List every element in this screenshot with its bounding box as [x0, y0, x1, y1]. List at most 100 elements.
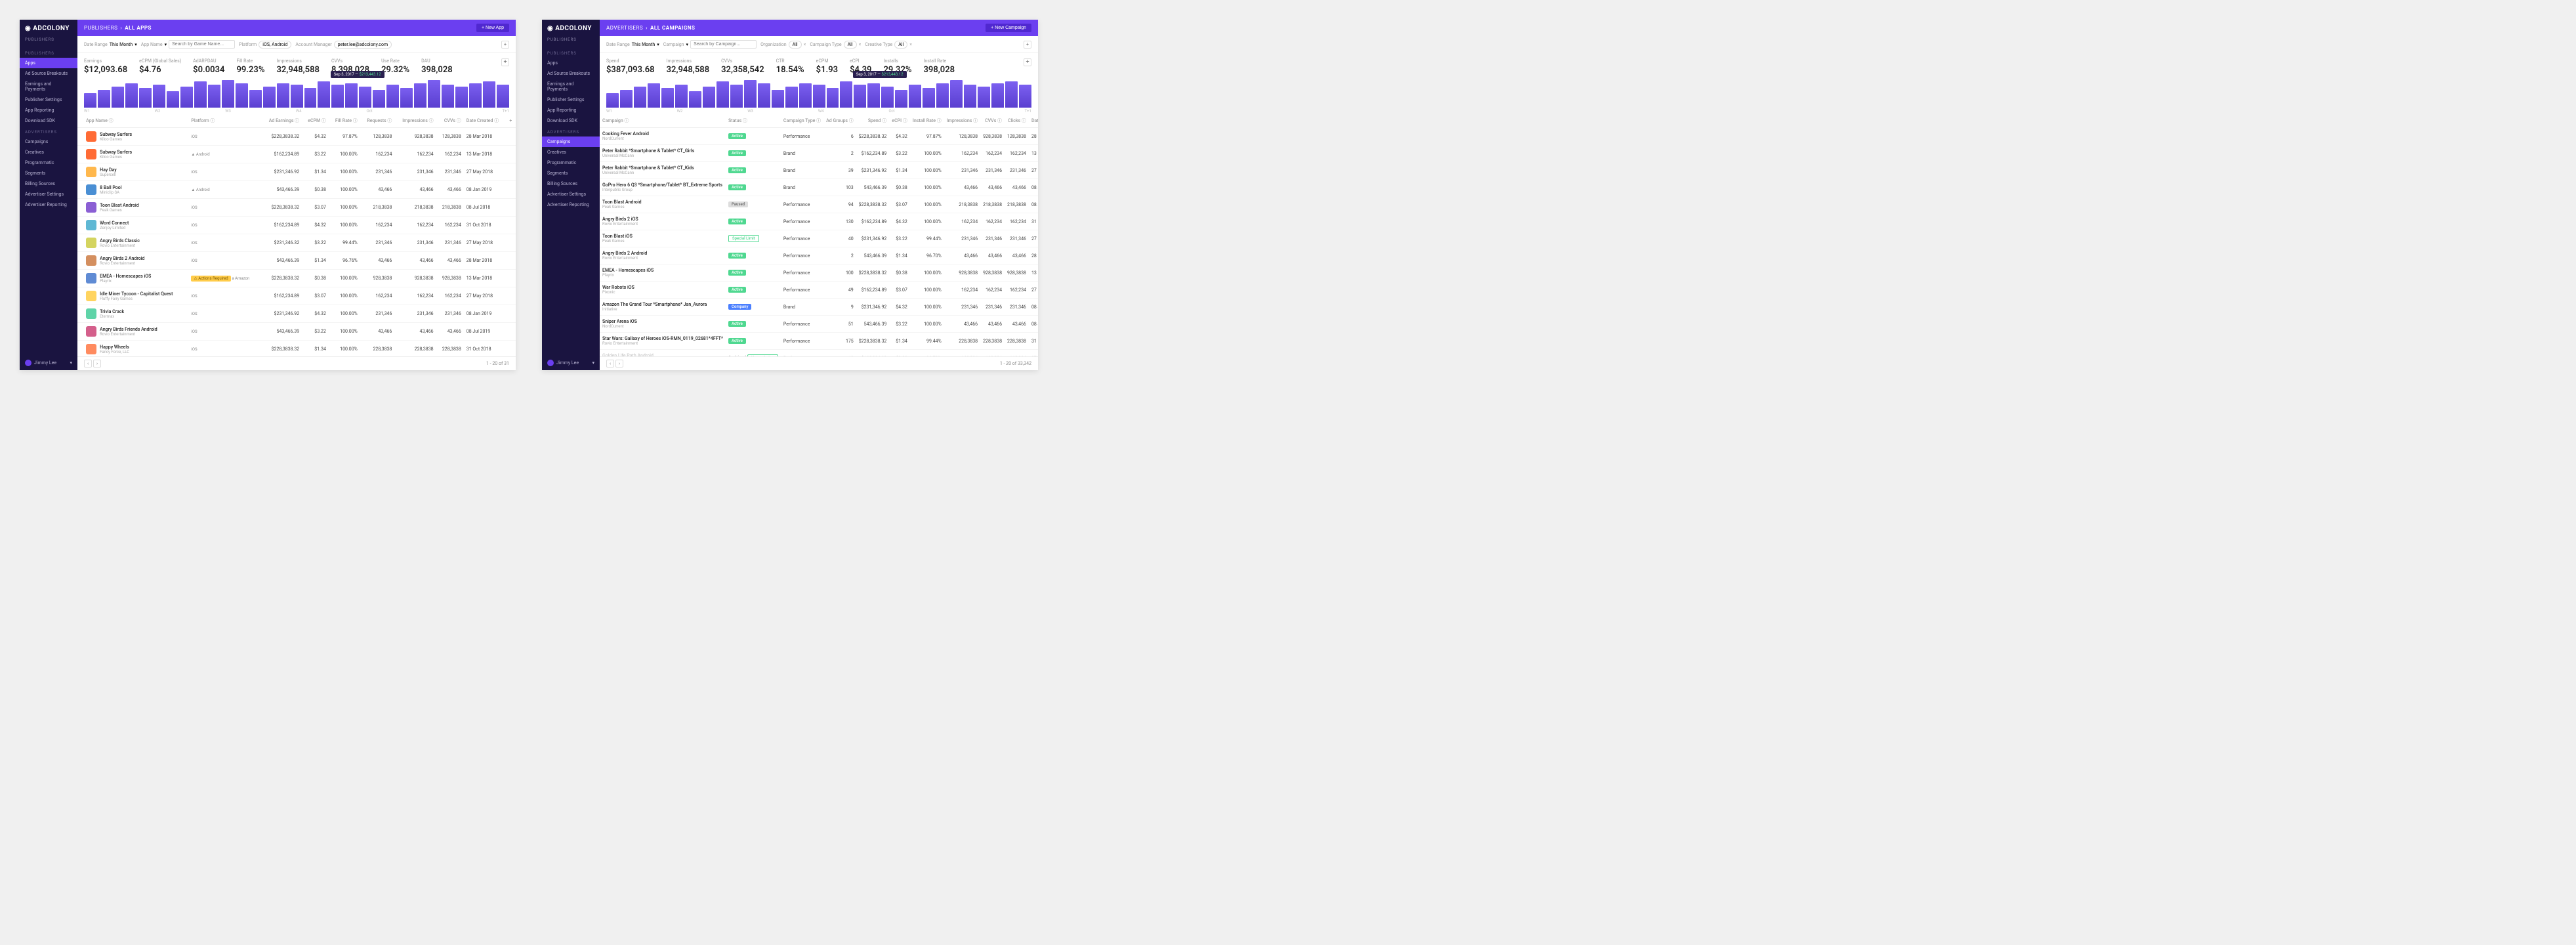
- table-row[interactable]: Angry Birds ClassicRovio Entertainment i…: [77, 234, 516, 252]
- chart-bar[interactable]: [483, 81, 495, 108]
- page-prev-button[interactable]: ‹: [84, 360, 92, 368]
- chart-bar[interactable]: [249, 90, 262, 108]
- table-row[interactable]: Subway SurfersKiloo Games iOS$228,3838.3…: [77, 128, 516, 146]
- sidebar-item-app-reporting[interactable]: App Reporting: [542, 105, 600, 116]
- table-row[interactable]: GoPro Hero 6 Q3 *Smartphone/Tablet* BT_E…: [600, 179, 1038, 196]
- chart-bar[interactable]: [772, 90, 784, 108]
- sidebar-item-campaigns[interactable]: Campaigns: [20, 136, 77, 147]
- close-icon[interactable]: ×: [909, 42, 912, 47]
- table-header[interactable]: App Name ⓘ: [83, 114, 188, 128]
- chart-bar[interactable]: [400, 88, 413, 108]
- table-header[interactable]: eCPM ⓘ: [302, 114, 329, 128]
- chart-bar[interactable]: [112, 87, 124, 108]
- filter-creative-pill[interactable]: All: [894, 41, 907, 49]
- chart-bar[interactable]: [620, 90, 633, 108]
- chart-bar[interactable]: [386, 85, 399, 108]
- sidebar-item-earnings-and-payments[interactable]: Earnings and Payments: [542, 79, 600, 94]
- table-row[interactable]: Word ConnectZenjoy Limited iOS$162,234.8…: [77, 217, 516, 234]
- table-header[interactable]: Requests ⓘ: [360, 114, 395, 128]
- chart-bar[interactable]: [428, 80, 440, 108]
- table-row[interactable]: Toon Blast iOSPeak GamesSpecial LimitPer…: [600, 230, 1038, 247]
- table-header[interactable]: [77, 114, 83, 128]
- chart-bar[interactable]: [153, 85, 165, 108]
- chart-bar[interactable]: [345, 83, 358, 108]
- sidebar-item-segments[interactable]: Segments: [542, 168, 600, 178]
- table-header[interactable]: Fill Rate ⓘ: [329, 114, 360, 128]
- table-row[interactable]: War Robots iOSPixonicActivePerformance49…: [600, 282, 1038, 299]
- table-row[interactable]: Angry Birds 2 AndroidRovio Entertainment…: [77, 252, 516, 270]
- sidebar-item-publisher-settings[interactable]: Publisher Settings: [20, 94, 77, 105]
- new-app-button[interactable]: + New App: [476, 24, 509, 32]
- table-header[interactable]: Status ⓘ: [726, 114, 781, 128]
- chart-bar[interactable]: [373, 90, 385, 108]
- chart-bar[interactable]: [923, 88, 935, 108]
- table-header[interactable]: Clicks ⓘ: [1005, 114, 1029, 128]
- table-row[interactable]: Angry Birds 2 iOSRovio EntertainmentActi…: [600, 213, 1038, 230]
- chart-bar[interactable]: [469, 83, 482, 108]
- sidebar-item-programmatic[interactable]: Programmatic: [542, 158, 600, 168]
- breadcrumb-root[interactable]: PUBLISHERS: [84, 25, 117, 31]
- table-header[interactable]: Platform ⓘ: [188, 114, 261, 128]
- table-row[interactable]: Hay DaySupercell iOS$231,346.92$1.34100.…: [77, 163, 516, 181]
- table-row[interactable]: Angry Birds 2 AndroidRovio Entertainment…: [600, 247, 1038, 264]
- table-row[interactable]: Peter Rabbit *Smartphone & Tablet* CT_Gi…: [600, 145, 1038, 162]
- filter-platform-pill[interactable]: iOS, Android: [259, 41, 291, 49]
- chart-bar[interactable]: [895, 90, 907, 108]
- chart-bar[interactable]: [291, 85, 303, 108]
- chart-bar[interactable]: [648, 83, 660, 108]
- chart-bar[interactable]: [661, 88, 674, 108]
- table-row[interactable]: Toon Blast AndroidPeak GamesPausedPerfor…: [600, 196, 1038, 213]
- table-row[interactable]: Happy WheelsFancy Force, LLC iOS$228,383…: [77, 341, 516, 357]
- search-input[interactable]: [169, 40, 235, 49]
- chart-bar[interactable]: [978, 87, 990, 108]
- chart-bar[interactable]: [1019, 85, 1031, 108]
- chart-bar[interactable]: [840, 81, 852, 108]
- chart-bar[interactable]: [125, 83, 138, 108]
- close-icon[interactable]: ×: [859, 42, 862, 47]
- chart-bar[interactable]: [909, 85, 921, 108]
- table-row[interactable]: Star Wars: Gallaxy of Heroes iOS-RMN_011…: [600, 333, 1038, 350]
- chart-bar[interactable]: [936, 83, 949, 108]
- chart-bar[interactable]: [689, 91, 701, 108]
- search-input[interactable]: [690, 40, 757, 49]
- add-kpi-button[interactable]: +: [1024, 58, 1031, 66]
- add-filter-button[interactable]: +: [1024, 41, 1031, 49]
- sidebar-item-app-reporting[interactable]: App Reporting: [20, 105, 77, 116]
- chart-bar[interactable]: [236, 83, 248, 108]
- table-header[interactable]: +: [507, 114, 516, 128]
- table-row[interactable]: 8 Ball PoolMiniclip SA▲ Android543,466.3…: [77, 181, 516, 199]
- chart-bar[interactable]: [180, 87, 193, 108]
- table-row[interactable]: Peter Rabbit *Smartphone & Tablet* CT_Ki…: [600, 162, 1038, 179]
- table-header[interactable]: eCPI ⓘ: [889, 114, 910, 128]
- table-row[interactable]: Trivia CrackEtermax iOS$231,346.92$4.321…: [77, 305, 516, 323]
- sidebar-item-creatives[interactable]: Creatives: [542, 147, 600, 158]
- table-row[interactable]: Angry Birds Friends AndroidRovio Enterta…: [77, 323, 516, 341]
- table-header[interactable]: Date Modified ⓘ: [1029, 114, 1038, 128]
- chart-bar[interactable]: [991, 83, 1004, 108]
- table-header[interactable]: CVVs ⓘ: [980, 114, 1005, 128]
- table-header[interactable]: CVVs ⓘ: [436, 114, 464, 128]
- sidebar-item-advertiser-settings[interactable]: Advertiser Settings: [20, 189, 77, 200]
- user-bar[interactable]: Jimmy Lee ▾: [20, 356, 77, 370]
- table-row[interactable]: EMEA - Homescapes iOSPlayrixActivePerfor…: [600, 264, 1038, 282]
- page-next-button[interactable]: ›: [615, 360, 623, 368]
- filter-date-value[interactable]: This Month: [110, 42, 133, 47]
- user-bar[interactable]: Jimmy Lee ▾: [542, 356, 600, 370]
- chart-bar[interactable]: [139, 88, 152, 108]
- chart-bar[interactable]: [167, 91, 179, 108]
- chart-bar[interactable]: [414, 83, 426, 108]
- sidebar-item-apps[interactable]: Apps: [20, 58, 77, 68]
- table-header[interactable]: Install Rate ⓘ: [910, 114, 944, 128]
- sidebar-item-publisher-settings[interactable]: Publisher Settings: [542, 94, 600, 105]
- table-row[interactable]: Subway SurfersKiloo Games▲ Android$162,2…: [77, 146, 516, 163]
- table-header[interactable]: Ad Earnings ⓘ: [261, 114, 302, 128]
- chart-bar[interactable]: [730, 85, 743, 108]
- sidebar-item-advertiser-reporting[interactable]: Advertiser Reporting: [542, 200, 600, 210]
- table-header[interactable]: Campaign ⓘ: [600, 114, 726, 128]
- table-header[interactable]: Campaign Type ⓘ: [781, 114, 823, 128]
- chart-bar[interactable]: [1005, 81, 1018, 108]
- table-row[interactable]: Cooking Fever AndroidNordCurrentActivePe…: [600, 128, 1038, 145]
- sidebar-item-download-sdk[interactable]: Download SDK: [20, 116, 77, 126]
- sidebar-item-ad-source-breakouts[interactable]: Ad Source Breakouts: [542, 68, 600, 79]
- table-row[interactable]: Idle Miner Tycoon - Capitalist QuestFluf…: [77, 287, 516, 305]
